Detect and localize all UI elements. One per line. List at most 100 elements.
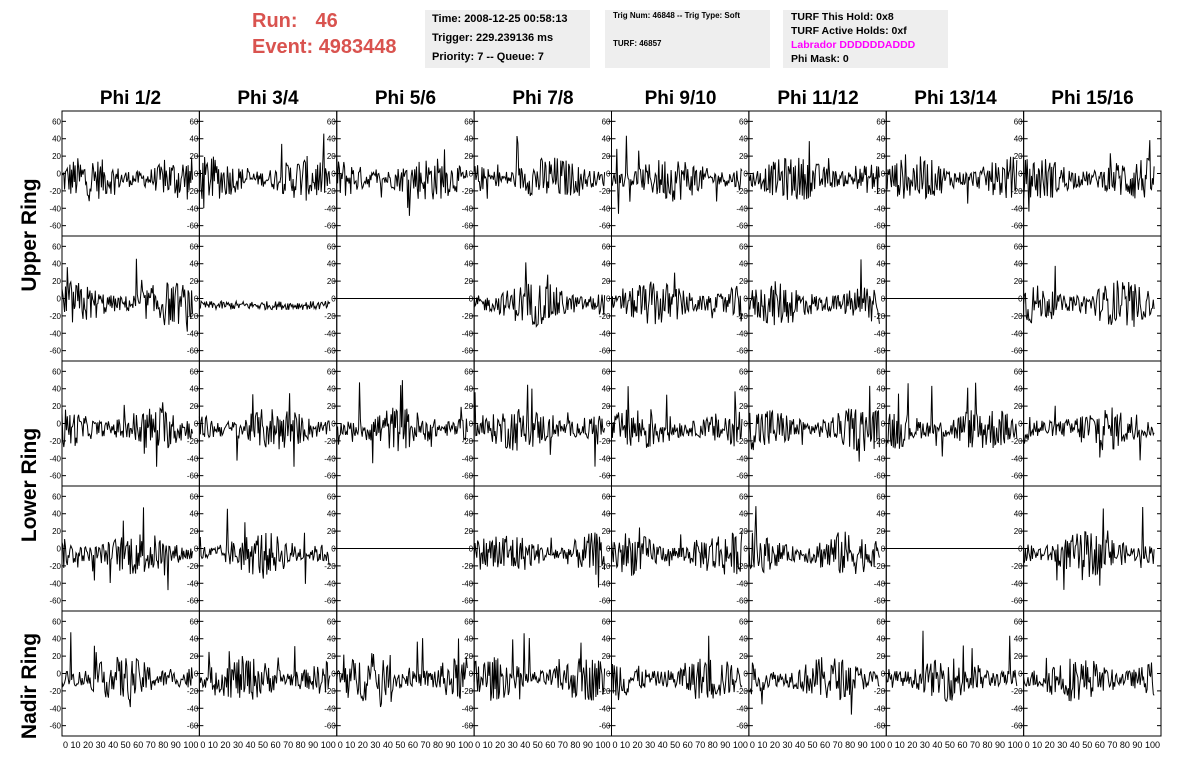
y-tick-label: 60	[876, 617, 885, 626]
y-tick-label: 40	[52, 510, 61, 519]
y-tick-label: -60	[874, 472, 886, 481]
y-tick-label: -60	[736, 722, 748, 731]
y-tick-label: -40	[1011, 204, 1023, 213]
y-tick-label: -60	[462, 347, 474, 356]
y-tick-label: -20	[1011, 312, 1023, 321]
y-tick-label: 20	[602, 277, 611, 286]
y-tick-label: 40	[1014, 510, 1023, 519]
waveform-trace	[748, 141, 880, 200]
y-tick-label: 60	[739, 617, 748, 626]
y-tick-label: -60	[462, 597, 474, 606]
y-tick-label: -20	[599, 312, 611, 321]
y-tick-label: 60	[739, 492, 748, 501]
trigger-info-panel: Trig Num: 46848 -- Trig Type: Soft TURF:…	[605, 10, 770, 68]
waveform-trace	[748, 657, 880, 715]
labrador-text: Labrador DDDDDDADDD	[791, 39, 916, 51]
y-tick-label: -60	[187, 722, 199, 731]
y-tick-label: -40	[599, 579, 611, 588]
y-tick-label: 0	[57, 545, 62, 554]
y-tick-label: 0	[881, 295, 886, 304]
y-tick-label: 0	[743, 545, 748, 554]
y-tick-label: 0	[194, 295, 199, 304]
y-tick-label: 20	[52, 402, 61, 411]
y-tick-label: -40	[462, 454, 474, 463]
y-tick-label: 60	[464, 492, 473, 501]
y-tick-label: 60	[876, 367, 885, 376]
y-tick-label: 20	[189, 152, 198, 161]
y-tick-label: -40	[874, 204, 886, 213]
y-tick-label: -40	[736, 204, 748, 213]
y-tick-label: -40	[187, 579, 199, 588]
y-tick-label: 60	[464, 242, 473, 251]
y-tick-label: -60	[187, 347, 199, 356]
y-tick-label: 20	[464, 402, 473, 411]
y-tick-label: 40	[189, 635, 198, 644]
y-tick-label: -40	[324, 704, 336, 713]
y-tick-label: 40	[52, 260, 61, 269]
y-tick-label: -40	[599, 454, 611, 463]
y-tick-label: 40	[189, 385, 198, 394]
y-tick-label: -40	[736, 704, 748, 713]
y-tick-label: 20	[739, 152, 748, 161]
y-tick-label: 0	[881, 170, 886, 179]
y-tick-label: 20	[52, 652, 61, 661]
y-tick-label: 0	[57, 420, 62, 429]
priority-text: Priority: 7 -- Queue: 7	[432, 51, 544, 63]
y-tick-label: -60	[187, 472, 199, 481]
waveform-trace	[198, 133, 331, 209]
y-tick-label: 20	[189, 652, 198, 661]
y-tick-label: 20	[1014, 652, 1023, 661]
column-header: Phi 11/12	[777, 88, 859, 109]
y-tick-label: 40	[739, 635, 748, 644]
y-tick-label: 60	[739, 367, 748, 376]
trig-num-text: Trig Num: 46848 -- Trig Type: Soft	[613, 11, 740, 20]
waveform-trace	[1023, 405, 1155, 461]
y-tick-label: -20	[187, 687, 199, 696]
waveform-trace	[199, 299, 331, 312]
y-tick-label: -60	[324, 472, 336, 481]
waveform-trace	[1023, 657, 1155, 702]
y-tick-label: -20	[874, 437, 886, 446]
y-tick-label: 60	[876, 117, 885, 126]
y-tick-label: 60	[739, 117, 748, 126]
waveform-trace	[473, 633, 606, 701]
waveform-trace	[1023, 140, 1155, 212]
y-tick-label: 20	[602, 152, 611, 161]
y-tick-label: -60	[599, 597, 611, 606]
y-tick-label: -60	[187, 222, 199, 231]
y-tick-label: 0	[1018, 420, 1023, 429]
x-tick-labels: 0 10 20 30 40 50 60 70 80 90 100	[750, 740, 885, 751]
column-header: Phi 7/8	[512, 88, 574, 109]
x-tick-labels: 0 10 20 30 40 50 60 70 80 90 100	[1025, 740, 1160, 751]
y-tick-label: 0	[1018, 170, 1023, 179]
y-tick-label: -20	[874, 687, 886, 696]
x-tick-labels: 0 10 20 30 40 50 60 70 80 90 100	[613, 740, 748, 751]
y-tick-label: 0	[743, 295, 748, 304]
y-tick-label: 20	[327, 527, 336, 536]
x-tick-labels: 0 10 20 30 40 50 60 70 80 90 100	[200, 740, 335, 751]
waveform-trace	[885, 382, 1018, 457]
y-tick-label: -20	[462, 437, 474, 446]
y-tick-label: 40	[52, 385, 61, 394]
y-tick-label: 40	[602, 385, 611, 394]
waveform-trace	[1023, 506, 1155, 590]
y-tick-label: 0	[469, 170, 474, 179]
y-tick-label: 0	[606, 170, 611, 179]
y-tick-label: 60	[1014, 117, 1023, 126]
y-tick-label: -20	[462, 312, 474, 321]
y-tick-label: -60	[599, 347, 611, 356]
y-tick-label: 40	[464, 635, 473, 644]
y-tick-label: -60	[1011, 597, 1023, 606]
waveform-trace	[748, 506, 880, 575]
y-tick-label: -60	[1011, 722, 1023, 731]
y-tick-label: -40	[49, 329, 61, 338]
panel-frame	[61, 360, 200, 487]
panel-frame	[1023, 485, 1162, 612]
y-tick-label: 60	[52, 117, 61, 126]
y-tick-label: -20	[874, 312, 886, 321]
y-tick-label: 20	[464, 652, 473, 661]
y-tick-label: -20	[324, 687, 336, 696]
waveform-trace	[473, 532, 606, 588]
panel-frame	[1023, 610, 1162, 737]
y-tick-label: -60	[324, 347, 336, 356]
